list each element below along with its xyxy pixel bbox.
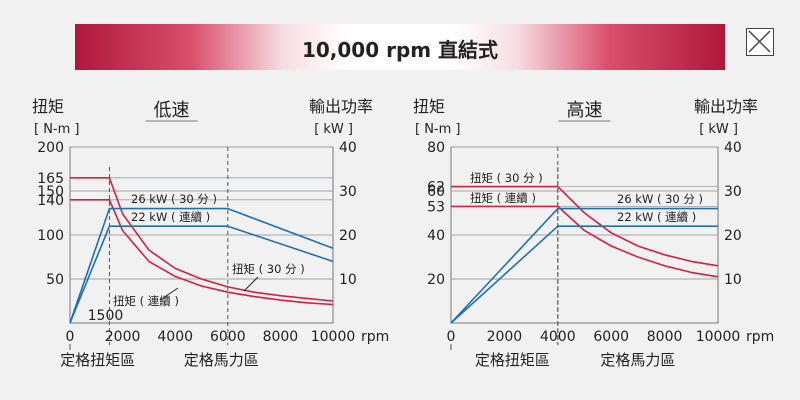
chart2-left-tick-label: 62: [427, 180, 445, 196]
chart1-extra-x-tick-label: 1500: [88, 308, 124, 324]
chart2-series-label: 22 kW ( 連續 ): [617, 210, 696, 224]
chart2-right-tick-label: 20: [724, 228, 742, 244]
chart2-series-line-1: [451, 185, 719, 267]
chart2-series-label: 扭矩 ( 30 分 ): [470, 171, 543, 185]
chart2-right-axis-unit: [ kW ]: [699, 122, 738, 137]
chart1-left-axis-title: 扭矩: [32, 97, 64, 116]
chart1-left-axis-unit: [ N-m ]: [34, 122, 80, 137]
chart1-right-tick-label: 40: [339, 140, 357, 156]
chart1-series-line-2: [70, 199, 334, 306]
chart1-right-tick-label: 20: [339, 228, 357, 244]
chart2-zone-label: 定格馬力區: [600, 351, 675, 369]
chart2-series-line-3: [450, 207, 718, 324]
chart1-right-axis-unit: [ kW ]: [314, 122, 353, 137]
chart1-right-tick-label: 30: [339, 184, 357, 200]
chart2-right-tick-label: 30: [724, 184, 742, 200]
chart2-right-tick-label: 40: [724, 140, 742, 156]
chart1-x-tick-label: 4000: [157, 329, 193, 345]
chart1-left-tick-label: 100: [37, 228, 64, 244]
chart2-left-tick-label: 80: [427, 140, 445, 156]
chart1-series-line-1: [70, 177, 334, 302]
chart1-x-tick-label: 10000: [311, 329, 356, 345]
chart2-x-tick-label: 10000: [696, 329, 741, 345]
chart2-left-tick-label: 60: [427, 184, 445, 200]
chart1-series-label: 扭矩 ( 連續 ): [113, 294, 179, 308]
chart1-series-leader: [159, 287, 179, 301]
chart1-series-label: 22 kW ( 連續 ): [131, 210, 210, 224]
chart1-x-tick-label: 2000: [105, 329, 141, 345]
title-banner: 10,000 rpm 直結式: [75, 24, 725, 70]
chart1-zone-label: 定格馬力區: [184, 351, 259, 369]
chart1-series-leader: [243, 276, 259, 292]
chart2-series-label: 扭矩 ( 連續 ): [470, 191, 536, 205]
close-button[interactable]: [746, 28, 774, 56]
chart1-left-tick-label: 140: [37, 193, 64, 209]
close-icon: [748, 30, 771, 53]
chart2-series-label: 26 kW ( 30 分 ): [617, 192, 703, 206]
chart1-zone-label: 定格扭矩區: [60, 351, 135, 369]
chart2-x-tick-label: 8000: [647, 329, 683, 345]
chart1-series-line-3: [69, 207, 334, 324]
chart1-title: 低速: [154, 100, 190, 121]
chart2-left-tick-label: 40: [427, 228, 445, 244]
chart1-series-label: 扭矩 ( 30 分 ): [232, 262, 305, 276]
chart1-left-tick-label: 50: [46, 272, 64, 288]
chart2-x-tick-label: 0: [447, 329, 456, 345]
chart1-x-tick-label: 6000: [210, 329, 246, 345]
chart2-left-axis-title: 扭矩: [413, 97, 445, 116]
chart1-x-tick-label: 8000: [263, 329, 299, 345]
chart1-series-label: 26 kW ( 30 分 ): [131, 192, 217, 206]
chart1-left-tick-label: 200: [37, 140, 64, 156]
chart2-title: 高速: [567, 100, 603, 121]
chart2-series-line-2: [451, 205, 719, 278]
chart2-x-tick-label: 2000: [487, 329, 523, 345]
chart1-x-tick-label: 0: [66, 329, 75, 345]
chart1-left-tick-label: 165: [37, 171, 64, 187]
chart2-right-axis-title: 輸出功率: [694, 97, 758, 116]
chart1-x-unit: rpm: [361, 329, 389, 345]
chart2-left-tick-label: 53: [427, 199, 445, 215]
chart2-right-tick-label: 10: [724, 272, 742, 288]
chart1-left-tick-label: 150: [37, 184, 64, 200]
chart1-right-tick-label: 10: [339, 272, 357, 288]
chart2-left-axis-unit: [ N-m ]: [415, 122, 461, 137]
chart2-left-tick-label: 20: [427, 272, 445, 288]
chart2-zone-label: 定格扭矩區: [475, 351, 550, 369]
chart2-series-line-4: [450, 225, 718, 324]
chart2-x-tick-label: 6000: [593, 329, 629, 345]
chart1-right-axis-title: 輸出功率: [309, 97, 373, 116]
chart1-series-line-4: [69, 225, 334, 324]
chart2-x-unit: rpm: [746, 329, 774, 345]
page-title: 10,000 rpm 直結式: [301, 38, 499, 62]
chart2-x-tick-label: 4000: [540, 329, 576, 345]
